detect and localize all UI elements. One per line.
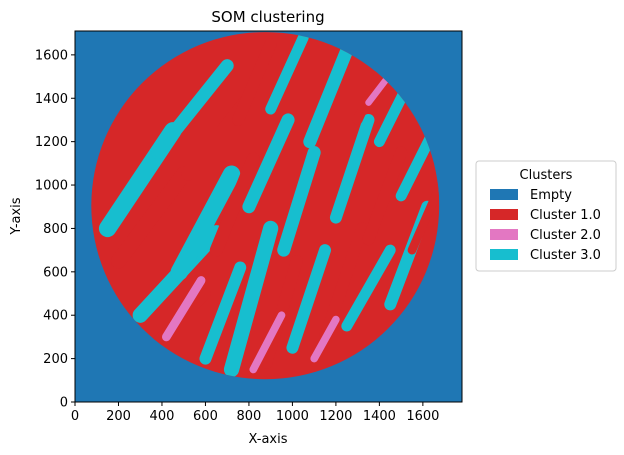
legend-frame (475, 160, 617, 272)
cluster-stripe-13 (303, 44, 354, 149)
cluster-stripe-1 (110, 166, 192, 269)
cluster-stripe-15 (329, 113, 375, 224)
legend: Clusters Empty Cluster 1.0 Cluster 2.0 Clus… (475, 160, 617, 272)
cluster-stripe-9 (242, 113, 295, 214)
x-tick-label: 1200 (319, 409, 352, 424)
legend-swatch (490, 209, 518, 220)
cluster-stripe-22 (232, 38, 277, 126)
cluster-stripe-12 (286, 244, 332, 354)
y-tick-label: 1000 (35, 179, 68, 194)
heatmap-image (75, 31, 462, 402)
y-tick-label: 0 (60, 396, 68, 411)
legend-title: Clusters (520, 168, 573, 183)
x-tick-label: 400 (150, 409, 175, 424)
y-tick-label: 400 (43, 309, 68, 324)
legend-label: Cluster 3.0 (530, 248, 601, 263)
cluster-stripe-2 (151, 59, 234, 160)
cluster-stripe-23 (265, 32, 309, 115)
chart-title: SOM clustering (211, 8, 324, 26)
plot-area (74, 30, 463, 403)
cluster-stripe-25 (407, 180, 440, 255)
plot-frame (74, 30, 463, 403)
cluster-stripe-8 (223, 220, 279, 378)
x-tick-label: 1600 (406, 409, 439, 424)
legend-swatch (490, 189, 518, 200)
cluster-stripe-27 (249, 311, 286, 374)
cluster-stripe-28 (310, 315, 340, 363)
legend-swatch (490, 249, 518, 260)
legend-swatch (490, 229, 518, 240)
y-tick-label: 1200 (35, 135, 68, 150)
cluster-stripe-7 (209, 152, 260, 257)
cluster-stripe-11 (277, 145, 321, 257)
cluster-stripe-4 (170, 165, 241, 281)
y-tick-label: 1400 (35, 92, 68, 107)
legend-label: Cluster 1.0 (530, 208, 601, 223)
x-axis-label: X-axis (249, 432, 288, 447)
cluster-stripe-17 (362, 146, 408, 246)
legend-label: Empty (530, 188, 572, 203)
x-axis-ticks: 0 200 400 600 800 1000 1200 1400 1600 (71, 402, 439, 424)
x-tick-label: 800 (237, 409, 262, 424)
y-axis-label: Y-axis (9, 197, 24, 235)
x-tick-label: 200 (106, 409, 131, 424)
x-tick-label: 600 (193, 409, 218, 424)
x-tick-label: 0 (71, 409, 79, 424)
y-tick-label: 800 (43, 222, 68, 237)
cluster-stripe-16 (341, 244, 396, 332)
y-tick-label: 600 (43, 265, 68, 280)
y-tick-label: 1600 (35, 48, 68, 63)
legend-label: Cluster 2.0 (530, 228, 601, 243)
y-axis-ticks: 0 200 400 600 800 1000 1200 1400 1600 (35, 48, 75, 411)
x-tick-label: 1400 (363, 409, 396, 424)
cluster-stripe-26 (161, 276, 206, 342)
x-tick-label: 1000 (276, 409, 309, 424)
y-tick-label: 200 (43, 352, 68, 367)
cluster-stripe-14 (319, 222, 368, 343)
cluster-stripe-6 (199, 261, 247, 365)
